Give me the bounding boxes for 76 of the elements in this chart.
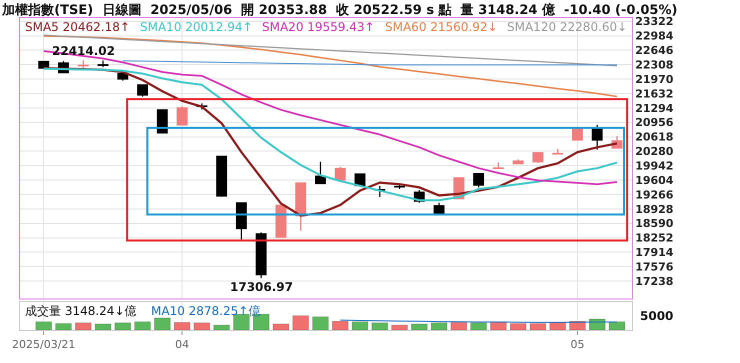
bar — [292, 315, 309, 330]
bar — [470, 322, 487, 330]
y-tick-label: 20956 — [635, 116, 674, 130]
candlestick — [98, 60, 108, 68]
y-tick-label: 21632 — [635, 87, 674, 100]
y-tick-label: 22646 — [635, 44, 674, 58]
text: SMA60 21560.92↓ — [385, 20, 498, 34]
bar — [391, 324, 408, 330]
y-tick-label: 19604 — [635, 174, 674, 187]
bar — [272, 324, 290, 330]
y-tick-label: 18252 — [635, 232, 674, 245]
bar — [411, 324, 428, 330]
text: 5000 — [640, 309, 674, 323]
y-tick-label: 19266 — [635, 188, 674, 202]
bar — [332, 320, 348, 330]
bar — [233, 314, 250, 330]
bar — [36, 321, 52, 330]
y-tick-label: 21970 — [635, 72, 674, 86]
bar — [530, 323, 546, 330]
bar — [134, 321, 151, 330]
y-tick-label: 23322 — [635, 15, 674, 28]
candlestick — [176, 106, 188, 126]
bar — [75, 322, 92, 330]
y-tick-label: 22308 — [635, 58, 674, 72]
candlestick — [256, 232, 267, 279]
line-series — [42, 35, 618, 98]
bar — [450, 322, 468, 330]
x-tick-label: 04 — [175, 338, 190, 352]
text: SMA10 20012.94↑ — [140, 20, 253, 34]
bar — [154, 318, 171, 330]
x-tick-label: 05 — [570, 338, 584, 352]
candlestick — [78, 59, 89, 69]
y-tick-label: 17238 — [635, 274, 674, 288]
candlestick — [512, 158, 524, 164]
candlestick — [137, 84, 148, 98]
text: SMA20 19559.43↑ — [262, 20, 375, 34]
series-label: 成交量 3148.24↓億 — [25, 304, 136, 318]
y-tick-label: 20618 — [635, 130, 674, 144]
y-tick-label: 17914 — [635, 246, 674, 260]
line-series — [43, 34, 618, 66]
y-tick-label: 17576 — [635, 260, 674, 274]
y-tick-label: 18590 — [635, 217, 674, 230]
bar — [174, 322, 190, 330]
candlestick — [532, 152, 544, 164]
bar — [213, 324, 230, 330]
candlestick — [236, 202, 247, 240]
bar — [608, 321, 626, 330]
bar — [194, 322, 210, 330]
y-tick-label: 20280 — [635, 145, 674, 158]
y-tick-label: 19942 — [635, 159, 674, 172]
candlestick — [156, 109, 168, 134]
bar — [55, 323, 72, 330]
candlestick — [295, 182, 306, 232]
bar — [372, 322, 388, 330]
candlestick — [552, 148, 564, 154]
candlestick — [315, 161, 326, 184]
text: SMA5 20462.18↑ — [25, 20, 130, 34]
y-tick-label: 18928 — [635, 202, 674, 216]
bar — [94, 324, 112, 330]
bar — [589, 318, 606, 330]
bar — [352, 321, 368, 330]
bar — [510, 323, 526, 330]
bar — [114, 322, 131, 330]
y-tick-label: 22984 — [635, 30, 674, 43]
candlestick — [216, 156, 228, 198]
annotation: 17306.97 — [230, 280, 294, 294]
candlestick — [473, 173, 484, 188]
x-tick-label: 2025/03/21 — [12, 338, 76, 352]
candlestick — [572, 128, 583, 141]
candlestick — [434, 202, 445, 214]
bar — [430, 322, 448, 330]
annotation: 22414.02 — [52, 44, 116, 58]
text: SMA120 22280.60↓ — [507, 20, 628, 34]
y-tick-label: 21294 — [635, 102, 674, 115]
candlestick — [275, 204, 286, 238]
bar — [312, 316, 329, 330]
